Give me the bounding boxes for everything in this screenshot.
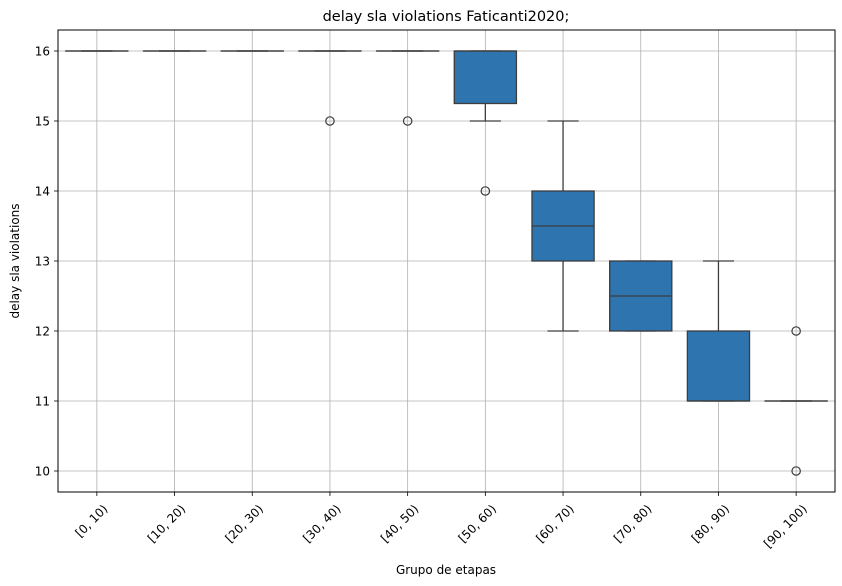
box-9 (764, 326, 828, 476)
x-tick-label: [10, 20) (145, 502, 189, 546)
y-tick-label: 14 (35, 185, 50, 199)
y-axis-label: delay sla violations (8, 203, 22, 318)
x-tick-label: [80, 90) (689, 502, 733, 546)
x-tick-label: [50, 60) (456, 502, 500, 546)
box-body (453, 50, 518, 105)
y-tick-label: 15 (35, 115, 50, 129)
outlier-point (480, 186, 491, 196)
x-tick-label: [60, 70) (533, 502, 577, 546)
x-tick-label: [20, 30) (223, 502, 267, 546)
y-axis-ticks: 10 11 12 13 14 15 16 (35, 45, 58, 479)
outlier-point (402, 116, 413, 126)
box-3 (298, 50, 362, 126)
x-tick-label: [70, 80) (611, 502, 655, 546)
y-tick-label: 11 (35, 395, 50, 409)
outlier-point (791, 466, 801, 476)
x-axis-label: Grupo de etapas (396, 563, 496, 577)
outlier-point (325, 116, 335, 126)
y-tick-label: 10 (35, 465, 50, 479)
x-tick-label: [0, 10) (73, 502, 111, 540)
y-tick-label: 12 (35, 325, 50, 339)
box-5 (453, 50, 518, 196)
box-4 (375, 50, 440, 126)
box-series (65, 50, 828, 476)
outlier-point (791, 326, 801, 336)
y-tick-label: 13 (35, 255, 50, 269)
box-body (686, 330, 751, 402)
x-tick-label: [40, 50) (378, 502, 422, 546)
box-8 (686, 260, 751, 402)
x-tick-label: [30, 40) (300, 502, 344, 546)
box-6 (531, 120, 595, 332)
chart-title: delay sla violations Faticanti2020; (323, 9, 570, 25)
x-axis-ticks: [0, 10) [10, 20) [20, 30) [30, 40) [40, 50) [… (73, 492, 810, 551)
x-tick-label: [90, 100) (761, 502, 810, 551)
box-7 (609, 260, 673, 332)
y-tick-label: 16 (35, 45, 50, 59)
